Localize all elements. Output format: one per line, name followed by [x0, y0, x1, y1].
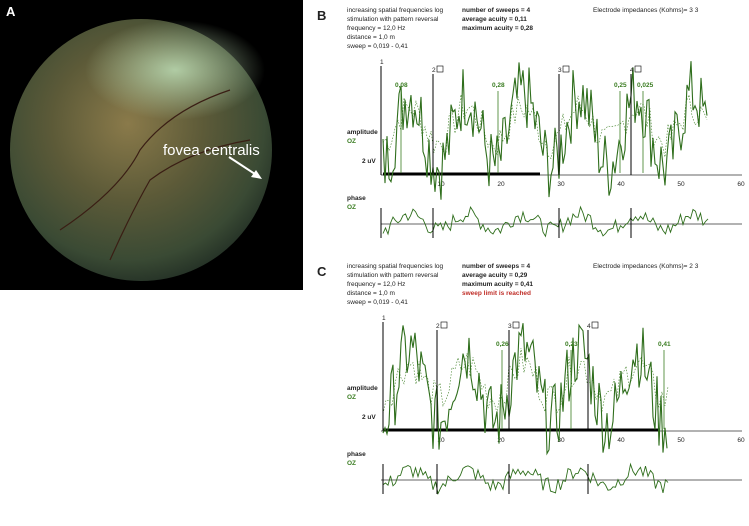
phase-trace: [382, 462, 669, 496]
marker-icon: [634, 65, 642, 73]
x-tick-label: 50: [677, 437, 685, 444]
marker-icon: [591, 321, 599, 329]
marker-icon: [562, 65, 570, 73]
annotation: fovea centralis: [163, 142, 260, 159]
stat-line: average acuity = 0,11: [462, 16, 527, 23]
x-tick-label: 30: [557, 181, 565, 188]
marker-label: 1: [380, 59, 384, 66]
scale: 2 uV: [362, 158, 376, 165]
x-tick-label: 40: [617, 181, 625, 188]
trace: [382, 61, 708, 200]
marker-label: 2: [432, 67, 436, 74]
phase-label: phase: [347, 451, 366, 458]
acuity-label: 0,28: [492, 82, 505, 89]
x-tick-label: 60: [737, 181, 745, 188]
arrow-head: [251, 170, 262, 179]
stat-line: maximum acuity = 0,28: [462, 25, 533, 32]
stat-line: average acuity = 0,29: [462, 272, 528, 279]
panel-label: A: [6, 4, 16, 19]
info-line: stimulation with pattern reversal: [347, 16, 439, 23]
x-tick-label: 20: [497, 181, 505, 188]
marker-icon: [512, 321, 520, 329]
marker-label: 3: [508, 323, 512, 330]
x-tick-label: 50: [677, 181, 685, 188]
stat-line: number of sweeps = 4: [462, 263, 530, 270]
marker-icon: [436, 65, 444, 73]
warning: sweep limit is reached: [462, 290, 531, 297]
stat-line: number of sweeps = 4: [462, 7, 530, 14]
impedance: Electrode impedances (Kohms)= 2 3: [593, 263, 699, 270]
channel: OZ: [347, 394, 356, 401]
acuity-label: 0,025: [637, 82, 654, 89]
info-line: distance = 1,0 m: [347, 34, 395, 41]
stat-line: maximum acuity = 0,41: [462, 281, 533, 288]
marker-label: 2: [436, 323, 440, 330]
marker-label: 4: [587, 323, 591, 330]
x-tick-label: 40: [617, 437, 625, 444]
acuity-label: 0,23: [565, 341, 578, 348]
vessels: [59, 89, 251, 261]
x-tick-label: 60: [737, 437, 745, 444]
info-line: stimulation with pattern reversal: [347, 272, 439, 279]
trace-dotted: [382, 93, 708, 160]
phase-trace: [382, 205, 709, 238]
panel-label: B: [317, 8, 326, 23]
marker-label: 1: [382, 315, 386, 322]
phase-channel: OZ: [347, 460, 356, 467]
info-line: sweep = 0,019 - 0,41: [347, 299, 408, 306]
marker-label: 3: [558, 67, 562, 74]
info-line: increasing spatial frequencies log: [347, 263, 443, 270]
phase-channel: OZ: [347, 204, 356, 211]
acuity-label: 0,25: [614, 82, 627, 89]
marker-label: 4: [630, 67, 634, 74]
panel-label: C: [317, 264, 327, 279]
reflex: [85, 20, 265, 120]
channel: OZ: [347, 138, 356, 145]
info-line: frequency = 12,0 Hz: [347, 281, 405, 288]
acuity-label: 0,08: [395, 82, 408, 89]
scale: 2 uV: [362, 414, 376, 421]
arrow: [228, 156, 259, 177]
info-line: increasing spatial frequencies log: [347, 7, 443, 14]
info-line: sweep = 0,019 - 0,41: [347, 43, 408, 50]
marker-icon: [440, 321, 448, 329]
x-tick-label: 10: [437, 437, 445, 444]
x-tick-label: 30: [557, 437, 565, 444]
phase-label: phase: [347, 195, 366, 202]
amplitude-label: amplitude: [347, 129, 378, 136]
impedance: Electrode impedances (Kohms)= 3 3: [593, 7, 699, 14]
acuity-label: 0,26: [496, 341, 509, 348]
info-line: distance = 1,0 m: [347, 290, 395, 297]
acuity-label: 0,41: [658, 341, 671, 348]
amplitude-label: amplitude: [347, 385, 378, 392]
trace: [382, 323, 668, 456]
x-tick-label: 20: [497, 437, 505, 444]
info-line: frequency = 12,0 Hz: [347, 25, 405, 32]
